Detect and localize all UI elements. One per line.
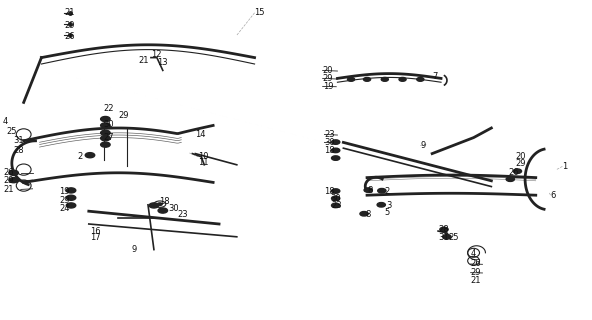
- Circle shape: [417, 77, 424, 81]
- Circle shape: [360, 212, 368, 216]
- Text: 26: 26: [471, 260, 481, 268]
- Text: 12: 12: [151, 50, 162, 59]
- Text: 23: 23: [178, 210, 188, 219]
- Text: 8: 8: [367, 186, 372, 195]
- Text: 21: 21: [3, 185, 14, 194]
- Circle shape: [443, 235, 451, 239]
- Text: 26: 26: [3, 168, 14, 177]
- Circle shape: [332, 140, 340, 144]
- Text: 27: 27: [104, 133, 114, 142]
- Text: 22: 22: [104, 104, 114, 113]
- Text: 30: 30: [324, 138, 335, 147]
- Text: 2: 2: [77, 152, 82, 161]
- Text: 29: 29: [59, 196, 70, 204]
- Circle shape: [157, 203, 162, 205]
- Circle shape: [378, 188, 386, 193]
- Text: 28: 28: [438, 225, 449, 234]
- Circle shape: [101, 123, 110, 128]
- Text: 10: 10: [198, 152, 209, 161]
- Text: 23: 23: [324, 130, 335, 139]
- Circle shape: [101, 116, 110, 122]
- Circle shape: [332, 156, 340, 160]
- Circle shape: [363, 77, 371, 81]
- Text: 26: 26: [508, 168, 519, 177]
- Text: 19: 19: [59, 188, 70, 196]
- Text: 15: 15: [255, 8, 265, 17]
- Circle shape: [506, 177, 514, 181]
- Circle shape: [101, 136, 110, 141]
- Circle shape: [332, 203, 340, 208]
- Text: 28: 28: [13, 146, 24, 155]
- Circle shape: [101, 130, 110, 135]
- Circle shape: [399, 77, 406, 81]
- Text: 26: 26: [64, 32, 75, 41]
- Text: 6: 6: [551, 191, 556, 200]
- Circle shape: [66, 203, 76, 208]
- Text: 30: 30: [330, 194, 341, 203]
- Circle shape: [85, 153, 95, 158]
- Text: 17: 17: [90, 233, 101, 242]
- Text: 21: 21: [138, 56, 149, 65]
- Text: 30: 30: [169, 204, 179, 212]
- Text: 25: 25: [448, 233, 459, 242]
- Text: 18: 18: [324, 146, 335, 155]
- Circle shape: [381, 77, 388, 81]
- Text: 14: 14: [195, 130, 206, 139]
- Text: 24: 24: [59, 204, 70, 212]
- Text: 18: 18: [159, 197, 169, 206]
- Circle shape: [348, 77, 355, 81]
- Text: 29: 29: [323, 74, 333, 83]
- Circle shape: [9, 170, 18, 175]
- Text: 16: 16: [90, 227, 101, 236]
- Text: 4: 4: [3, 117, 8, 126]
- Circle shape: [364, 188, 372, 192]
- Circle shape: [440, 227, 448, 232]
- Circle shape: [149, 203, 159, 208]
- Circle shape: [332, 189, 340, 193]
- Text: 29: 29: [118, 111, 129, 120]
- Text: 9: 9: [131, 245, 137, 254]
- Text: 29: 29: [471, 268, 481, 277]
- Text: 2: 2: [385, 188, 390, 196]
- Text: 19: 19: [323, 82, 333, 91]
- Circle shape: [332, 196, 340, 201]
- Circle shape: [332, 148, 340, 153]
- Text: 11: 11: [198, 158, 209, 167]
- Text: 1: 1: [562, 162, 568, 171]
- Text: 31: 31: [438, 233, 449, 242]
- Text: 29: 29: [515, 159, 526, 168]
- Text: 5: 5: [385, 208, 390, 217]
- Text: 18: 18: [324, 188, 335, 196]
- Circle shape: [66, 195, 76, 200]
- Circle shape: [9, 178, 18, 183]
- Text: 3: 3: [386, 201, 391, 210]
- Text: 30: 30: [104, 120, 114, 129]
- Text: 21: 21: [471, 276, 481, 285]
- Text: 20: 20: [323, 66, 333, 75]
- Circle shape: [513, 169, 522, 173]
- Circle shape: [158, 208, 168, 213]
- Text: 25: 25: [6, 127, 17, 136]
- Circle shape: [101, 142, 110, 147]
- Text: 4: 4: [471, 249, 476, 258]
- Text: 8: 8: [366, 210, 371, 219]
- Circle shape: [377, 203, 385, 207]
- Text: 9: 9: [420, 141, 426, 150]
- Text: 13: 13: [157, 58, 168, 67]
- Text: 29: 29: [3, 176, 14, 185]
- Text: 29: 29: [64, 21, 75, 30]
- Text: 20: 20: [515, 152, 526, 161]
- Text: 7: 7: [432, 72, 437, 81]
- Circle shape: [66, 188, 76, 193]
- Text: 23: 23: [332, 201, 342, 210]
- Text: 31: 31: [13, 136, 24, 145]
- Text: 21: 21: [64, 8, 75, 17]
